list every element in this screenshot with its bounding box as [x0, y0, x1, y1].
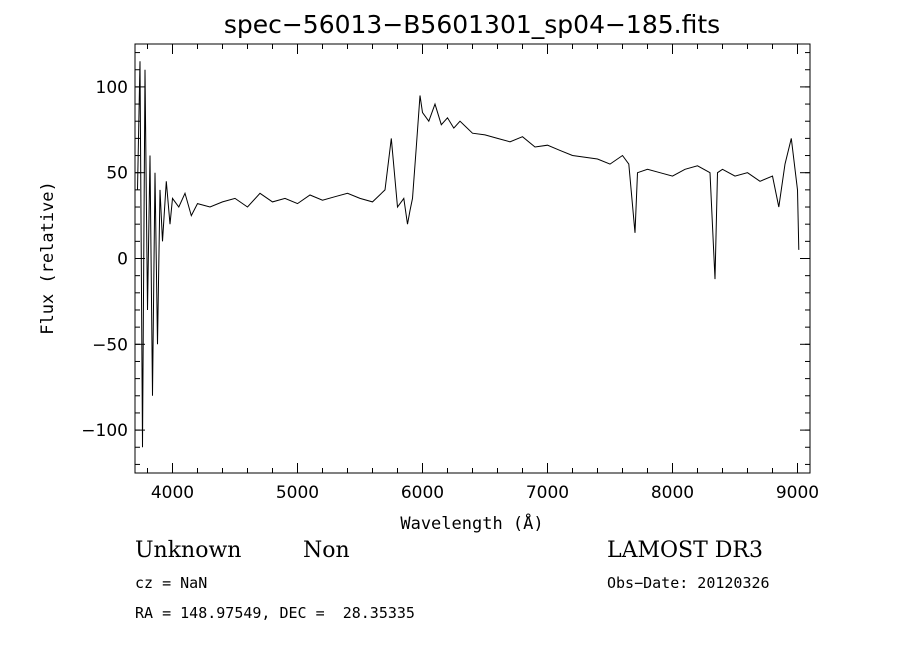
spectrum-line [137, 61, 800, 448]
x-tick-label: 5000 [276, 483, 319, 503]
y-tick-label: 0 [117, 250, 128, 270]
series-group [137, 61, 800, 448]
axis-ticks [135, 44, 810, 473]
x-tick-labels: 4000 5000 6000 7000 8000 9000 [151, 483, 819, 503]
coords-text: RA = 148.97549, DEC = 28.35335 [135, 604, 415, 622]
y-tick-label: −50 [92, 335, 128, 355]
x-tick-label: 4000 [151, 483, 194, 503]
x-tick-label: 8000 [651, 483, 694, 503]
y-axis-label: Flux (relative) [38, 181, 58, 335]
y-tick-label: 50 [106, 164, 128, 184]
x-axis-label: Wavelength (Å) [400, 512, 543, 534]
x-tick-label: 9000 [776, 483, 819, 503]
y-tick-labels: −100 −50 0 50 100 [81, 78, 128, 441]
subclass-text: Non [303, 538, 350, 563]
chart-title: spec−56013−B5601301_sp04−185.fits [224, 10, 720, 39]
object-class-text: Unknown [135, 538, 242, 563]
obs-date-text: Obs−Date: 20120326 [607, 574, 770, 592]
plot-frame [134, 43, 811, 474]
x-tick-label: 7000 [526, 483, 569, 503]
cz-text: cz = NaN [135, 574, 208, 592]
y-tick-label: −100 [81, 421, 128, 441]
x-tick-label: 6000 [401, 483, 444, 503]
survey-text: LAMOST DR3 [607, 538, 763, 563]
y-tick-label: 100 [96, 78, 128, 98]
